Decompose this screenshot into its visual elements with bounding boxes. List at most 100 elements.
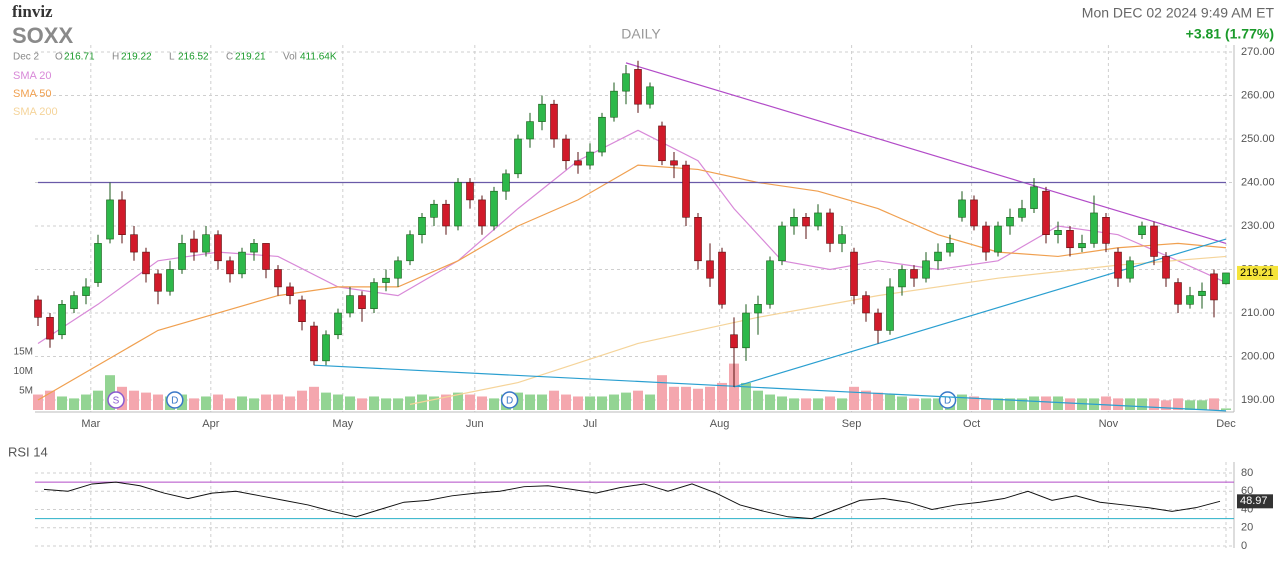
rsi-tick-label: 20 — [1241, 522, 1253, 534]
candle-body — [154, 273, 162, 292]
candle-body — [646, 86, 654, 105]
x-tick-label: Aug — [710, 418, 730, 430]
candle-body — [238, 251, 246, 275]
candle-body — [1054, 230, 1062, 236]
candle-body — [598, 116, 606, 153]
candle-body — [586, 151, 594, 166]
candle-body — [1162, 256, 1170, 279]
change: +3.81 (1.77%) — [1186, 26, 1274, 42]
volume-bar — [633, 390, 643, 410]
price-label: 219.21 — [1240, 267, 1274, 279]
volume-bar — [1209, 398, 1219, 410]
volume-bar — [1101, 396, 1111, 410]
volume-bar — [717, 382, 727, 410]
rsi-line — [43, 481, 1221, 520]
trendline — [733, 238, 1227, 388]
ohlc-letter: O — [55, 52, 63, 63]
volume-bar — [885, 394, 895, 410]
ohlc-letter: H — [112, 52, 119, 63]
candle-body — [1006, 217, 1014, 227]
volume-bar — [705, 386, 715, 410]
rsi-tick-label: 0 — [1241, 540, 1247, 552]
candle-body — [406, 234, 414, 262]
volume-bar — [441, 394, 451, 410]
volume-bar — [993, 398, 1003, 410]
sma-line — [37, 129, 1227, 344]
volume-bar — [273, 394, 283, 410]
volume-bar — [141, 392, 151, 410]
volume-bar — [465, 394, 475, 410]
candle-body — [130, 234, 138, 253]
volume-tick-label: 5M — [19, 385, 33, 396]
volume-bar — [33, 394, 43, 410]
x-tick-label: Mar — [81, 418, 100, 430]
candle-body — [982, 225, 990, 253]
volume-bar — [909, 398, 919, 410]
volume-bar — [669, 386, 679, 410]
y-tick-label: 250.00 — [1241, 133, 1275, 145]
candle-body — [886, 286, 894, 331]
candle-body — [346, 295, 354, 314]
candle-body — [202, 234, 210, 253]
candle-body — [730, 334, 738, 349]
trendline — [625, 62, 1227, 244]
y-tick-label: 240.00 — [1241, 176, 1275, 188]
volume-bar — [921, 398, 931, 410]
event-marker — [938, 391, 957, 409]
candle-body — [706, 260, 714, 279]
candle-body — [1174, 282, 1182, 305]
ohlc-letter: L — [169, 52, 175, 63]
candle-body — [778, 225, 786, 262]
volume-bar — [753, 390, 763, 410]
volume-bar — [969, 396, 979, 410]
candle-body — [1042, 190, 1050, 235]
candle-body — [94, 243, 102, 283]
candle-body — [298, 299, 306, 323]
volume-bar — [1149, 398, 1159, 410]
candle-body — [490, 190, 498, 227]
volume-bar — [801, 398, 811, 410]
volume-bar — [261, 394, 271, 410]
candle-body — [562, 138, 570, 162]
candle-body — [526, 121, 534, 140]
candle-body — [1186, 295, 1194, 305]
candle-body — [118, 199, 126, 235]
x-tick-label: Jul — [583, 418, 597, 430]
volume-bar — [237, 396, 247, 410]
candle-body — [58, 303, 66, 336]
y-tick-label: 190.00 — [1241, 394, 1275, 406]
ohlc-value: 219.22 — [121, 52, 152, 63]
price-label-box — [1237, 265, 1278, 280]
sma-line — [37, 164, 1227, 401]
volume-bar — [309, 386, 319, 410]
volume-bar — [765, 394, 775, 410]
volume-bar — [297, 390, 307, 410]
candle-body — [538, 103, 546, 122]
volume-bar — [57, 396, 67, 410]
candle-body — [922, 260, 930, 279]
rsi-title: RSI 14 — [8, 444, 48, 459]
candle-body — [766, 260, 774, 305]
candle-body — [286, 286, 294, 296]
candle-body — [190, 238, 198, 253]
volume-bar — [609, 394, 619, 410]
event-marker — [107, 391, 125, 409]
candle-body — [166, 269, 174, 292]
vol-value: 411.64K — [300, 52, 337, 63]
volume-bar — [381, 398, 391, 410]
ohlc-value: 216.71 — [64, 52, 95, 63]
candle-body — [838, 234, 846, 244]
candle-body — [934, 251, 942, 262]
candle-body — [694, 217, 702, 262]
candle-body — [1078, 243, 1086, 249]
candle-body — [994, 225, 1002, 253]
volume-bar — [981, 398, 991, 410]
candle-body — [1210, 273, 1218, 301]
volume-bar — [369, 396, 379, 410]
candle-body — [958, 199, 966, 218]
candle-body — [466, 182, 474, 201]
volume-bar — [357, 398, 367, 410]
event-label: S — [113, 396, 120, 407]
volume-bar — [681, 386, 691, 410]
volume-bar — [213, 394, 223, 410]
